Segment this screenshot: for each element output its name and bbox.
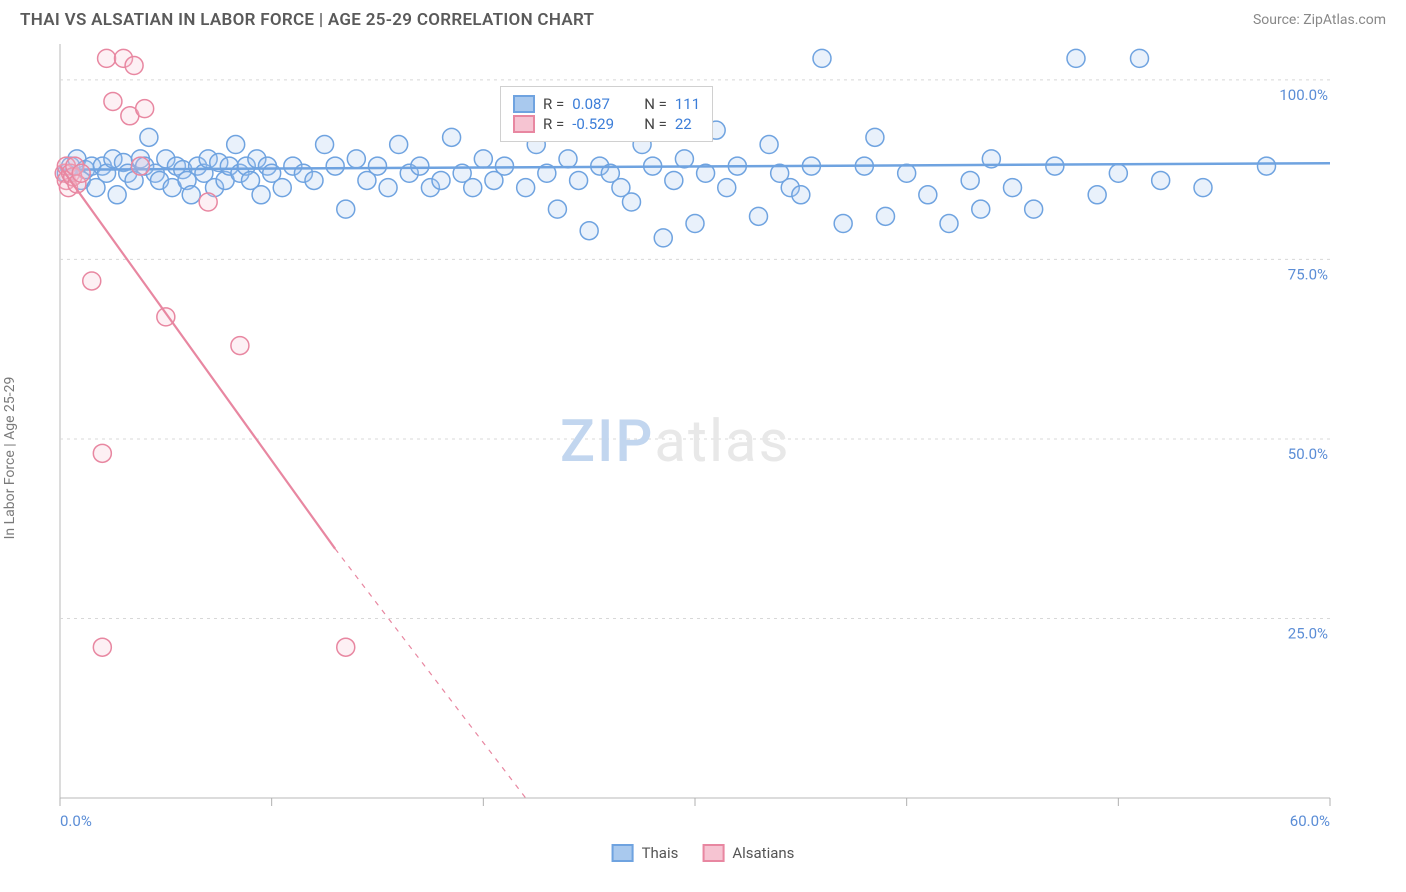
- legend-swatch: [702, 844, 724, 862]
- svg-text:60.0%: 60.0%: [1290, 812, 1330, 830]
- n-value: 111: [675, 95, 700, 113]
- chart-header: THAI VS ALSATIAN IN LABOR FORCE | AGE 25…: [0, 0, 1406, 38]
- stats-legend: R = 0.087 N = 111 R = -0.529 N = 22: [500, 86, 713, 142]
- chart-source: Source: ZipAtlas.com: [1253, 12, 1386, 28]
- legend-swatch: [513, 115, 535, 133]
- legend-swatch: [513, 95, 535, 113]
- r-value: 0.087: [572, 95, 628, 113]
- legend-swatch: [612, 844, 634, 862]
- n-value: 22: [675, 115, 692, 133]
- series-legend-item: Thais: [612, 844, 679, 862]
- r-label: R =: [543, 115, 564, 133]
- svg-text:25.0%: 25.0%: [1288, 624, 1328, 642]
- series-legend-label: Thais: [642, 844, 679, 862]
- n-label: N =: [644, 95, 667, 113]
- r-label: R =: [543, 95, 564, 113]
- scatter-plot: 25.0% 50.0% 75.0% 100.0% 0.0% 60.0%: [20, 38, 1350, 868]
- chart-area: In Labor Force | Age 25-29 25.0%50.0%75.…: [20, 38, 1386, 878]
- series-legend: Thais Alsatians: [612, 842, 795, 864]
- y-axis-label: In Labor Force | Age 25-29: [2, 377, 18, 540]
- stats-legend-row: R = 0.087 N = 111: [513, 95, 700, 113]
- svg-text:75.0%: 75.0%: [1288, 265, 1328, 283]
- series-legend-label: Alsatians: [732, 844, 794, 862]
- chart-title: THAI VS ALSATIAN IN LABOR FORCE | AGE 25…: [20, 10, 594, 30]
- n-label: N =: [644, 115, 667, 133]
- svg-text:50.0%: 50.0%: [1288, 445, 1328, 463]
- r-value: -0.529: [572, 115, 628, 133]
- stats-legend-row: R = -0.529 N = 22: [513, 115, 700, 133]
- svg-text:0.0%: 0.0%: [60, 812, 92, 830]
- series-legend-item: Alsatians: [702, 844, 794, 862]
- svg-text:100.0%: 100.0%: [1279, 86, 1328, 104]
